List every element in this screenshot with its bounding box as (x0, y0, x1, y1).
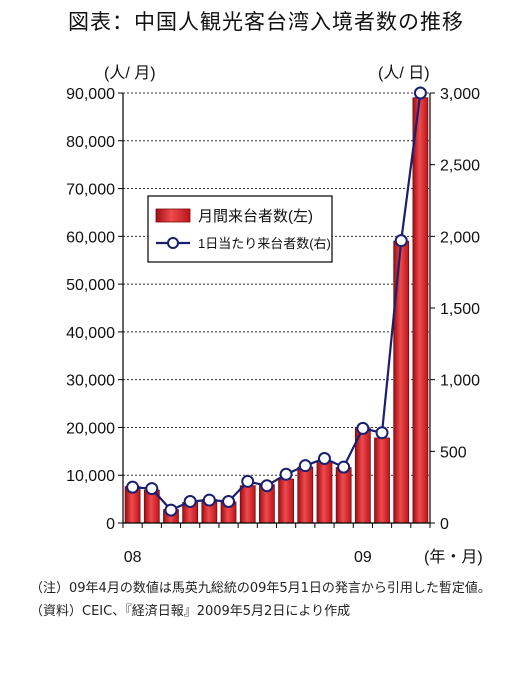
line-marker (317, 452, 331, 465)
line-marker (337, 460, 351, 474)
line-marker (126, 480, 140, 494)
left-axis-tick-label: 50,000 (66, 277, 115, 294)
x-axis-tick-label: 08 (124, 549, 142, 566)
bar (239, 485, 256, 524)
left-axis-tick-label: 90,000 (66, 86, 115, 103)
line-marker (145, 482, 159, 496)
line-marker (260, 479, 274, 493)
left-axis-tick-label: 60,000 (66, 229, 115, 246)
chart-title: 図表：中国人観光客台湾入境者数の推移 (68, 10, 464, 34)
bar (316, 460, 333, 524)
line-marker (375, 426, 389, 440)
legend-label-monthly: 月間来台者数(左) (198, 208, 313, 225)
legend-marker-swatch (167, 237, 179, 249)
right-axis-unit: (人/ 日) (378, 64, 430, 82)
right-axis-tick-label: 1,000 (440, 373, 480, 390)
right-axis-tick-label: 2,000 (440, 229, 480, 246)
line-marker (394, 234, 408, 248)
left-axis-unit: (人/ 月) (104, 64, 156, 82)
legend-box (147, 195, 333, 263)
left-axis-tick-label: 10,000 (66, 468, 115, 485)
bar (412, 97, 429, 524)
daily-visitors-line (132, 92, 422, 512)
x-axis-tick-label: 09 (354, 549, 372, 566)
bar (354, 427, 371, 524)
line-marker (298, 459, 312, 473)
right-axis-tick-label: 2,500 (440, 158, 480, 175)
right-axis-tick-label: 500 (440, 444, 467, 461)
right-axis-tick-label: 3,000 (440, 86, 480, 103)
left-axis-tick-label: 40,000 (66, 325, 115, 342)
right-axis-tick-label: 0 (440, 516, 449, 533)
bar (335, 467, 352, 524)
left-axis-tick-label: 0 (106, 516, 115, 533)
legend-label-daily: 1日当たり来台者数(右) (198, 236, 331, 251)
line-marker (279, 467, 293, 481)
line-marker (183, 495, 197, 508)
left-axis-tick-label: 30,000 (66, 373, 115, 390)
left-axis-tick-label: 20,000 (66, 420, 115, 437)
note-text: （注）09年4月の数値は馬英九総統の09年5月1日の発言から引用した暫定値。 (30, 581, 491, 596)
line-marker (222, 495, 236, 508)
line-marker (241, 474, 255, 488)
right-axis-tick-label: 1,500 (440, 301, 480, 318)
left-axis-tick-label: 70,000 (66, 182, 115, 199)
line-marker (202, 493, 216, 507)
chart-notes: （注）09年4月の数値は馬英九総統の09年5月1日の発言から引用した暫定値。 （… (30, 578, 525, 624)
line-marker (356, 421, 370, 435)
line-marker (164, 503, 178, 517)
bar (297, 466, 314, 524)
x-axis-unit: (年・月) (424, 548, 483, 566)
left-axis-tick-label: 80,000 (66, 134, 115, 151)
bar (374, 437, 390, 524)
bar (278, 478, 294, 524)
line-marker (413, 86, 427, 100)
legend-bar-swatch (155, 208, 191, 223)
source-text: （資料）CEIC、『経済日報』2009年5月2日により作成 (30, 604, 351, 619)
